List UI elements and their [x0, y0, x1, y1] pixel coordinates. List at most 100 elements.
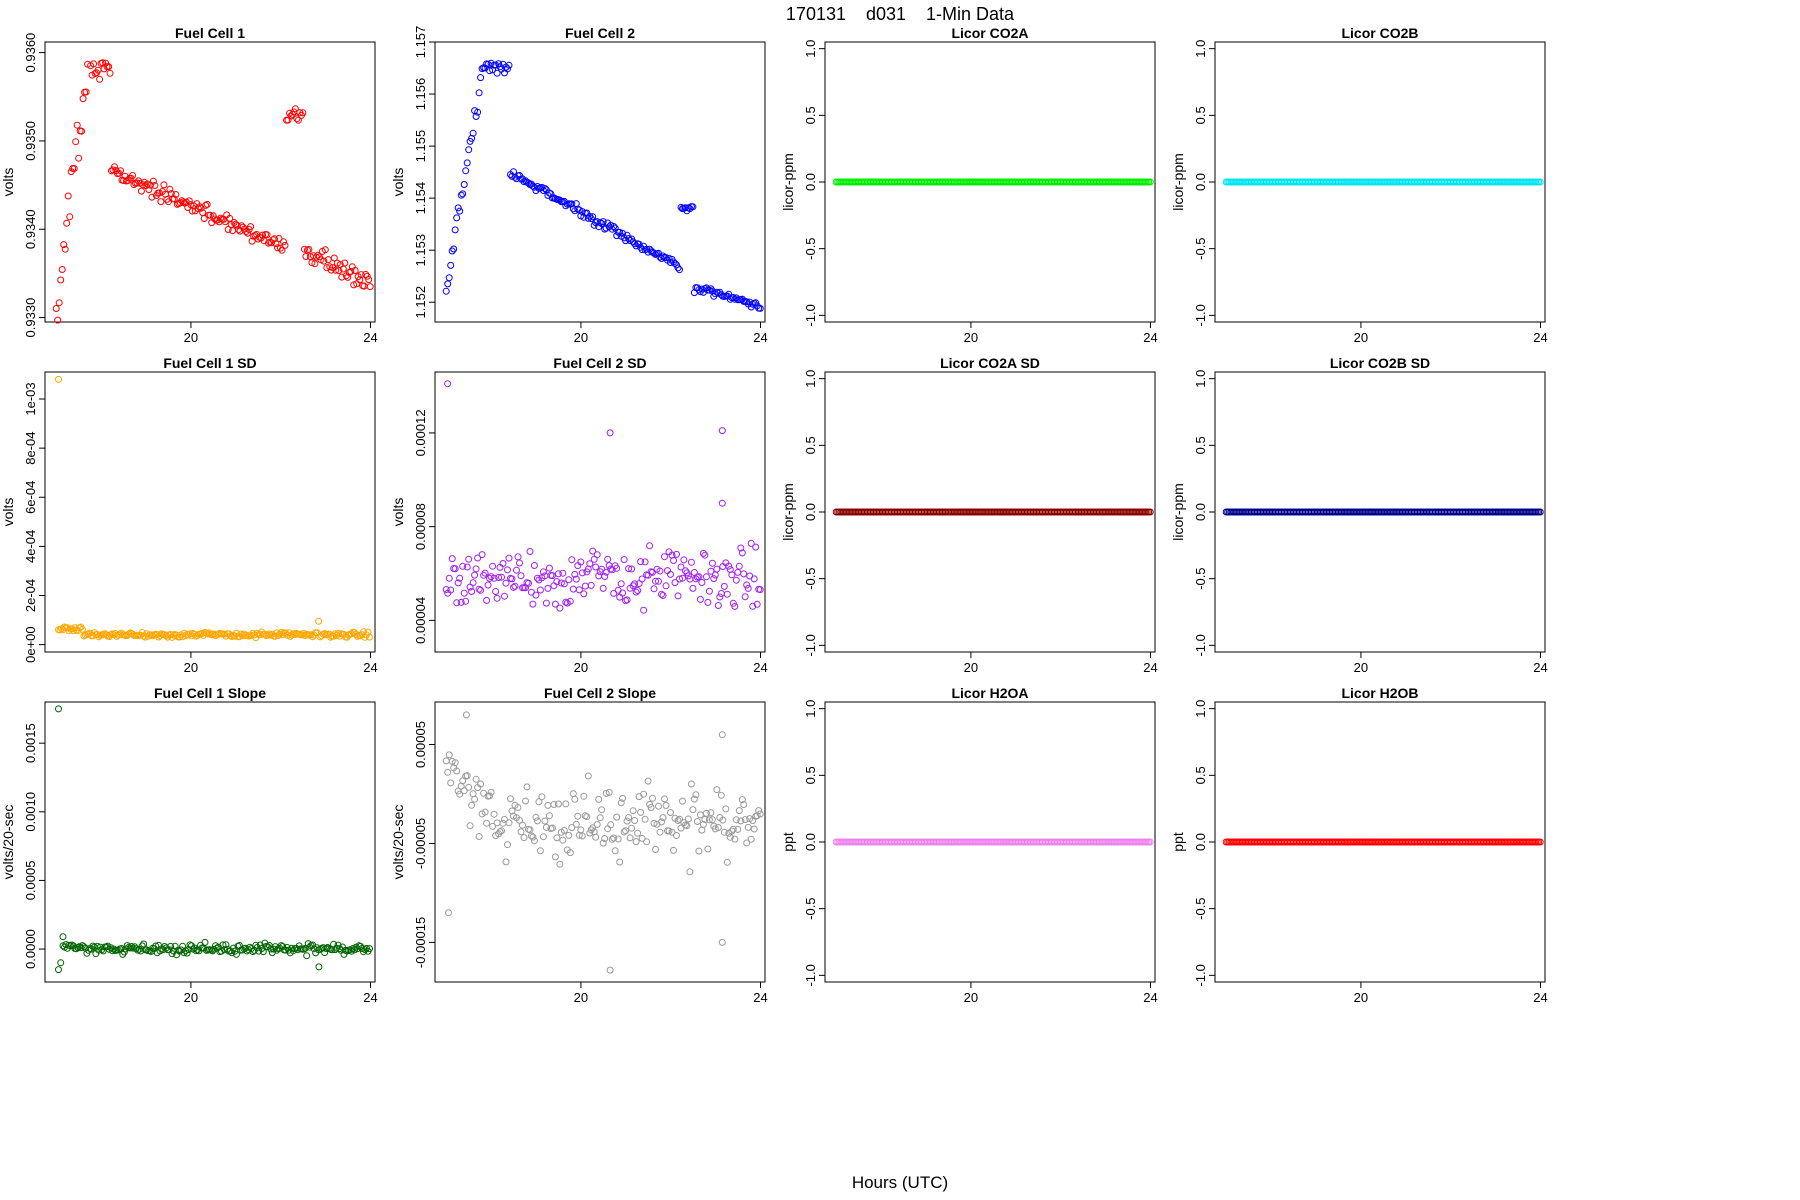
- data-point: [469, 579, 477, 587]
- data-point: [469, 129, 477, 137]
- data-point: [614, 586, 622, 594]
- data-point: [366, 945, 373, 953]
- plot-frame: [434, 701, 766, 983]
- y-tick-label: 2e-04: [23, 579, 38, 612]
- data-point: [602, 789, 610, 797]
- data-point: [581, 812, 589, 820]
- data-point: [529, 833, 537, 841]
- y-tick-label: -0.00015: [413, 917, 428, 968]
- series-points: [52, 59, 374, 324]
- chart-title: Fuel Cell 2 Slope: [544, 685, 656, 701]
- data-point: [468, 801, 476, 809]
- data-point: [718, 731, 726, 739]
- data-point: [589, 824, 597, 832]
- data-point: [566, 849, 574, 857]
- data-point: [631, 580, 639, 588]
- y-tick-label: 1.152: [413, 286, 428, 319]
- data-point: [737, 817, 745, 825]
- chart-title: Licor CO2B: [1341, 25, 1418, 41]
- data-point: [684, 572, 692, 580]
- data-point: [486, 792, 494, 800]
- data-point: [551, 600, 559, 608]
- data-point: [99, 631, 107, 639]
- data-point: [750, 575, 758, 583]
- data-point: [477, 586, 485, 594]
- data-point: [554, 570, 562, 578]
- data-point: [711, 571, 719, 579]
- data-point: [72, 138, 80, 146]
- y-tick-label: 4e-04: [23, 530, 38, 563]
- series-points: [1222, 178, 1544, 186]
- data-point: [539, 833, 547, 841]
- y-axis-label: volts/20-sec: [390, 805, 406, 880]
- data-point: [451, 565, 459, 573]
- chart-title: Fuel Cell 2: [565, 25, 635, 41]
- data-point: [718, 499, 726, 507]
- data-point: [210, 945, 218, 953]
- data-point: [650, 249, 658, 257]
- chart-panel-5: Fuel Cell 1 SD volts 20 24 0e+00 2e-04 4e-04 6e…: [0, 355, 378, 675]
- data-point: [448, 555, 456, 563]
- data-point: [599, 839, 607, 847]
- series-points: [442, 380, 764, 614]
- y-tick-label: 1.157: [413, 26, 428, 59]
- data-point: [599, 218, 607, 226]
- data-point: [575, 586, 583, 594]
- data-point: [508, 807, 516, 815]
- data-point: [89, 942, 97, 950]
- data-point: [445, 909, 452, 917]
- data-point: [117, 167, 124, 175]
- data-point: [568, 824, 576, 832]
- x-tick-label: 24: [363, 660, 377, 675]
- data-point: [523, 783, 531, 791]
- y-tick-label: -0.5: [1193, 897, 1208, 919]
- y-axis-label: licor-ppm: [780, 153, 796, 211]
- data-point: [486, 67, 494, 75]
- data-point: [300, 945, 308, 953]
- figure-title: 170131 d031 1-Min Data: [786, 4, 1015, 24]
- data-point: [519, 821, 526, 829]
- data-point: [495, 574, 503, 581]
- data-point: [224, 226, 232, 233]
- data-point: [471, 571, 479, 579]
- x-tick-label: 20: [184, 330, 198, 345]
- series-points: [1222, 838, 1544, 846]
- data-point: [471, 795, 479, 803]
- series-points: [1222, 508, 1544, 516]
- data-point: [566, 597, 574, 605]
- data-point: [535, 798, 543, 806]
- data-point: [598, 806, 606, 814]
- data-point: [82, 88, 90, 96]
- x-tick-label: 20: [574, 990, 588, 1005]
- data-point: [202, 201, 210, 209]
- data-point: [631, 817, 639, 824]
- plot-frame: [44, 371, 376, 653]
- data-point: [73, 121, 81, 129]
- data-point: [448, 247, 456, 255]
- data-point: [701, 551, 709, 559]
- data-point: [222, 941, 230, 949]
- data-point: [61, 245, 69, 253]
- y-tick-label: -1.0: [803, 964, 818, 986]
- data-point: [489, 66, 497, 74]
- data-point: [451, 226, 459, 234]
- data-point: [128, 943, 136, 950]
- y-tick-label: 1.0: [1193, 40, 1208, 58]
- y-axis-label: volts: [390, 498, 406, 527]
- y-tick-label: -1.0: [803, 634, 818, 656]
- data-point: [726, 833, 734, 841]
- data-point: [462, 597, 470, 605]
- data-point: [738, 549, 746, 557]
- data-point: [610, 223, 618, 230]
- data-point: [617, 580, 625, 588]
- data-point: [674, 592, 682, 600]
- data-point: [544, 584, 552, 592]
- chart-title: Fuel Cell 1 Slope: [154, 685, 266, 701]
- chart-panel-8: Licor CO2B SD licor-ppm 20 24 -1.0 -0.5 0.0 0.5…: [1170, 355, 1548, 675]
- data-point: [499, 819, 507, 827]
- data-point: [593, 551, 601, 559]
- y-tick-label: 0.9330: [23, 298, 38, 338]
- x-tick-label: 20: [1354, 660, 1368, 675]
- y-tick-label: 0.9340: [23, 209, 38, 249]
- data-point: [55, 705, 62, 713]
